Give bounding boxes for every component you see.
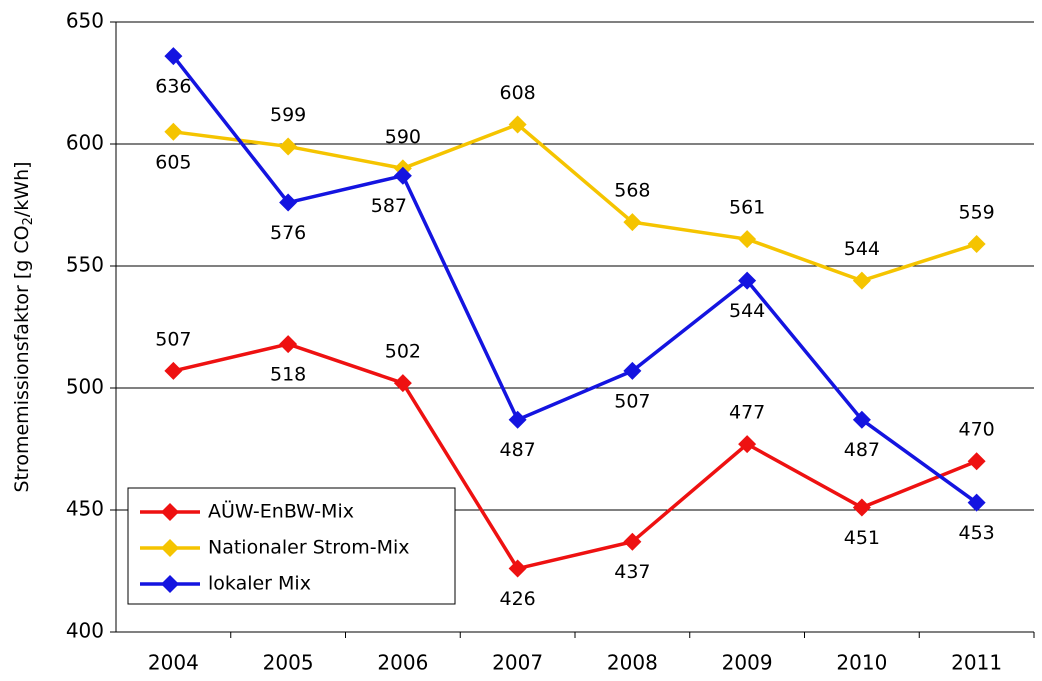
data-label: 507 — [155, 328, 191, 350]
data-label: 544 — [844, 238, 880, 260]
y-axis-label-part: Stromemissionsfaktor [g CO — [11, 225, 33, 492]
marker — [279, 193, 298, 212]
x-tick-label: 2004 — [148, 651, 199, 675]
legend-label: lokaler Mix — [208, 573, 311, 595]
data-label: 636 — [155, 76, 191, 98]
marker — [967, 235, 986, 254]
marker — [508, 559, 527, 578]
data-label: 453 — [958, 522, 994, 544]
series-line — [172, 342, 978, 571]
marker — [967, 452, 986, 471]
data-label: 587 — [371, 195, 407, 217]
legend-label: AÜW-EnBW-Mix — [208, 500, 354, 523]
y-tick-label: 550 — [66, 253, 104, 277]
marker — [738, 230, 757, 249]
data-label: 544 — [729, 300, 765, 322]
marker — [164, 361, 183, 380]
legend-marker — [161, 503, 179, 521]
marker — [164, 47, 183, 66]
x-tick-label: 2007 — [492, 651, 543, 675]
y-tick-label: 650 — [66, 9, 104, 33]
marker — [852, 410, 871, 429]
data-label: 437 — [614, 561, 650, 583]
series-line — [173, 122, 978, 283]
legend-box — [127, 487, 456, 605]
marker — [852, 498, 871, 517]
data-label: 518 — [270, 364, 306, 386]
data-label: 576 — [270, 222, 306, 244]
data-label: 502 — [385, 341, 421, 363]
marker — [393, 374, 412, 393]
x-tick-label: 2010 — [836, 651, 887, 675]
y-tick-label: 400 — [66, 619, 104, 643]
y-axis-label: Stromemissionsfaktor [g CO2/kWh] — [11, 161, 36, 492]
marker — [279, 137, 298, 156]
data-label: 451 — [844, 527, 880, 549]
data-label: 599 — [270, 104, 306, 126]
y-axis-label-sub: 2 — [21, 217, 36, 225]
marker — [393, 166, 412, 185]
x-tick-label: 2011 — [951, 651, 1002, 675]
data-label: 561 — [729, 197, 765, 219]
x-tick-label: 2005 — [263, 651, 314, 675]
marker — [738, 435, 757, 454]
data-label: 487 — [844, 439, 880, 461]
data-label: 487 — [499, 439, 535, 461]
data-label: 559 — [958, 202, 994, 224]
x-tick-label: 2008 — [607, 651, 658, 675]
marker — [164, 122, 183, 141]
data-label: 477 — [729, 402, 765, 424]
marker — [852, 271, 871, 290]
data-label: 426 — [499, 588, 535, 610]
y-axis-label-part: /kWh] — [11, 161, 33, 217]
data-label: 605 — [155, 151, 191, 173]
data-label: 608 — [499, 82, 535, 104]
legend-marker — [161, 575, 179, 593]
marker — [623, 532, 642, 551]
marker — [967, 493, 986, 512]
series-line — [171, 55, 978, 505]
y-tick-label: 500 — [66, 375, 104, 399]
marker — [623, 361, 642, 380]
data-label: 590 — [385, 126, 421, 148]
data-label: 507 — [614, 390, 650, 412]
y-tick-label: 450 — [66, 497, 104, 521]
marker — [279, 335, 298, 354]
x-tick-label: 2006 — [377, 651, 428, 675]
x-tick-label: 2009 — [722, 651, 773, 675]
data-label: 470 — [958, 419, 994, 441]
marker — [508, 410, 527, 429]
legend-label: Nationaler Strom-Mix — [208, 537, 410, 559]
marker — [508, 115, 527, 134]
marker — [623, 213, 642, 232]
marker — [738, 271, 757, 290]
data-label: 568 — [614, 180, 650, 202]
y-tick-label: 600 — [66, 131, 104, 155]
legend-marker — [161, 539, 179, 557]
